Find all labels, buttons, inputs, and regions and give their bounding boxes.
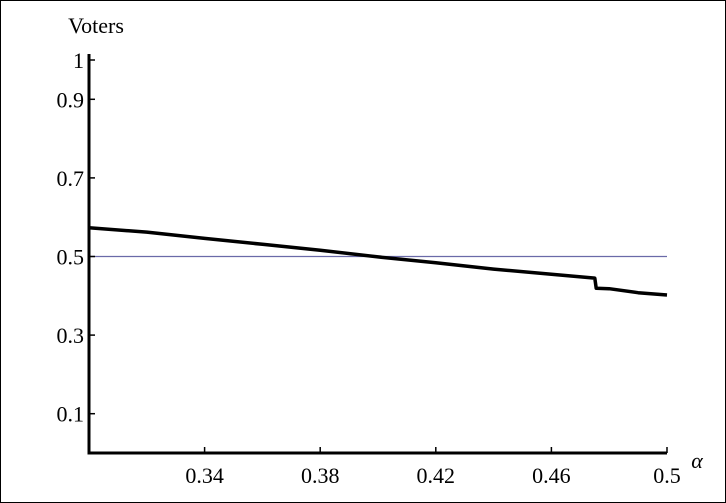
y-tick-label: 0.1 [57, 402, 85, 427]
y-tick-label: 0.3 [57, 323, 85, 348]
x-tick-label: 0.34 [185, 463, 224, 488]
y-tick-label: 0.7 [57, 166, 85, 191]
y-tick-label: 0.9 [57, 87, 85, 112]
y-tick-label: 1 [73, 48, 84, 73]
y-ticks: 0.1 0.3 0.5 0.7 0.9 1 [57, 48, 95, 427]
y-tick-label: 0.5 [57, 245, 85, 270]
x-tick-label: 0.38 [301, 463, 340, 488]
x-axis-title: α [691, 448, 703, 473]
x-tick-label: 0.5 [653, 463, 681, 488]
x-tick-label: 0.42 [417, 463, 456, 488]
x-tick-label: 0.46 [532, 463, 571, 488]
y-axis-title: Voters [68, 13, 124, 38]
x-ticks: 0.34 0.38 0.42 0.46 0.5 [185, 447, 681, 488]
series-line [88, 226, 668, 297]
